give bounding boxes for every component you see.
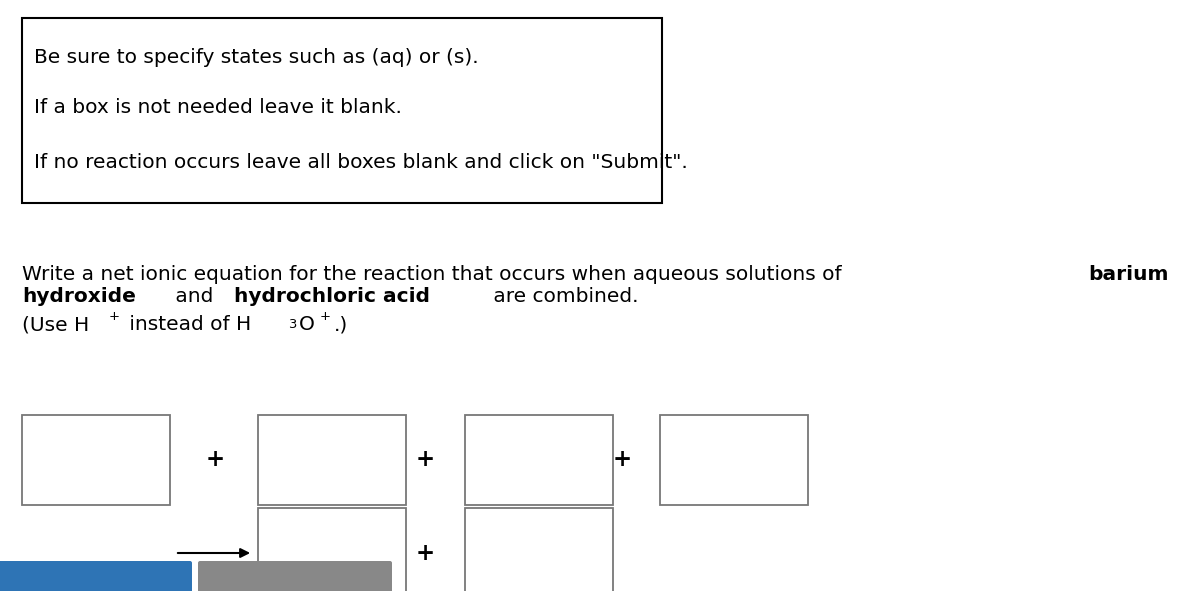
Text: .): .) — [334, 315, 348, 334]
Text: instead of H: instead of H — [122, 315, 251, 334]
Text: +: + — [415, 449, 434, 472]
Bar — [22, 18, 662, 203]
Text: +: + — [415, 541, 434, 564]
Text: 3: 3 — [288, 315, 296, 328]
Text: Write a net ionic equation for the reaction that occurs when aqueous solutions o: Write a net ionic equation for the react… — [22, 265, 848, 284]
Text: are combined.: are combined. — [487, 287, 638, 307]
Bar — [258, 508, 406, 591]
Text: hydrochloric acid: hydrochloric acid — [234, 287, 431, 307]
Text: +: + — [109, 310, 120, 323]
Text: If a box is not needed leave it blank.: If a box is not needed leave it blank. — [34, 98, 402, 117]
Text: If no reaction occurs leave all boxes blank and click on "Submit".: If no reaction occurs leave all boxes bl… — [34, 153, 688, 172]
Bar — [22, 415, 170, 505]
Text: and: and — [169, 287, 220, 307]
Bar — [660, 415, 808, 505]
Bar — [258, 415, 406, 505]
Text: +: + — [319, 315, 330, 328]
Text: +: + — [319, 310, 330, 323]
Bar — [466, 508, 613, 591]
Text: barium: barium — [1088, 265, 1169, 284]
Text: 3: 3 — [288, 317, 296, 330]
Text: Be sure to specify states such as (aq) or (s).: Be sure to specify states such as (aq) o… — [34, 48, 479, 67]
FancyBboxPatch shape — [0, 561, 192, 591]
Text: +: + — [612, 449, 631, 472]
Text: +: + — [109, 315, 120, 328]
Bar — [466, 415, 613, 505]
Text: O: O — [299, 315, 314, 334]
Text: (Use H: (Use H — [22, 315, 89, 334]
Text: +: + — [205, 449, 224, 472]
FancyBboxPatch shape — [198, 561, 392, 591]
Text: hydroxide: hydroxide — [22, 287, 136, 307]
